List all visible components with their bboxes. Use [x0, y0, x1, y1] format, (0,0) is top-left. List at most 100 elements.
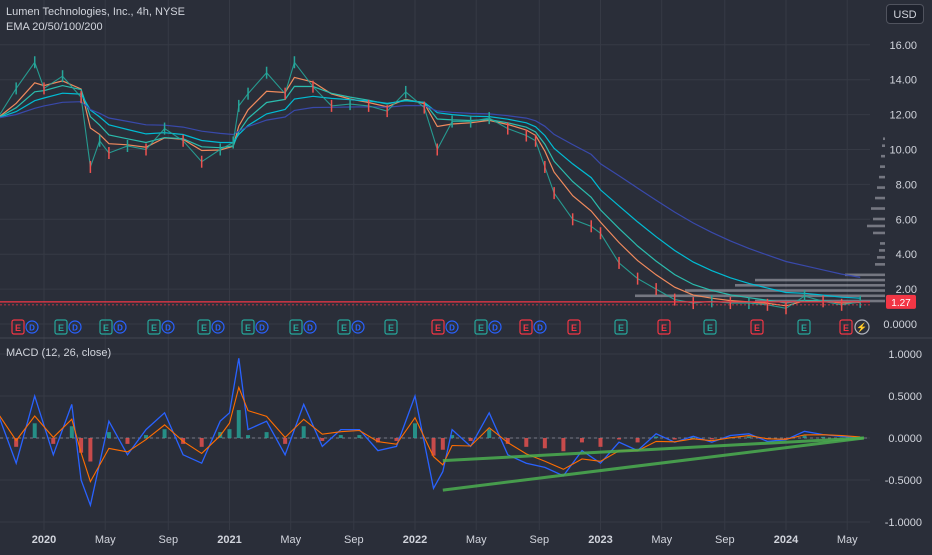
ema-100-line: [0, 92, 861, 299]
earnings-marker-letter: E: [341, 323, 347, 333]
volume-profile-bar: [879, 175, 885, 179]
macd-histogram-bar: [236, 410, 241, 438]
macd-histogram-bar: [301, 426, 306, 438]
earnings-marker-letter: E: [388, 323, 394, 333]
symbol-title[interactable]: Lumen Technologies, Inc., 4h, NYSE: [6, 6, 185, 18]
earnings-marker: [54, 319, 68, 335]
earnings-marker: [797, 319, 811, 335]
dividend-marker-letter: D: [165, 324, 171, 333]
earnings-marker: [657, 319, 671, 335]
volume-profile-bar: [880, 165, 885, 168]
dividend-marker: [211, 320, 225, 334]
dividend-marker-letter: D: [29, 324, 35, 333]
earnings-marker-letter: E: [435, 323, 441, 333]
split-marker-icon: ⚡: [856, 322, 867, 334]
time-axis-label: 2022: [403, 534, 427, 546]
macd-histogram-bar: [450, 435, 455, 438]
macd-histogram-bar: [88, 438, 93, 462]
time-axis-label: May: [466, 534, 487, 546]
macd-histogram-bar: [468, 438, 473, 441]
volume-profile-bar: [877, 256, 885, 259]
macd-histogram-bar: [802, 435, 807, 438]
dividend-marker-letter: D: [215, 324, 221, 333]
earnings-marker: [289, 319, 303, 335]
macd-histogram-bar: [69, 426, 74, 438]
price-axis-label: 14.00: [889, 75, 917, 87]
macd-histogram-bar: [746, 436, 751, 438]
earnings-marker-letter: E: [754, 323, 760, 333]
last-price-badge-text: 1.27: [891, 298, 911, 309]
dividend-marker: [113, 320, 127, 334]
price-axis-label: 8.00: [896, 179, 917, 191]
price-line: [0, 61, 861, 309]
earnings-marker: [703, 319, 717, 335]
price-axis-label: 12.00: [889, 110, 917, 122]
macd-legend[interactable]: MACD (12, 26, close): [6, 347, 112, 359]
time-axis-label: Sep: [715, 534, 735, 546]
macd-axis-label: 1.0000: [888, 349, 922, 361]
earnings-marker: [197, 319, 211, 335]
time-axis-label: May: [837, 534, 858, 546]
macd-histogram-bar: [375, 438, 380, 443]
time-axis-label: May: [651, 534, 672, 546]
price-axis-label: 10.00: [889, 145, 917, 157]
macd-histogram-bar: [821, 436, 826, 438]
earnings-marker: [99, 319, 113, 335]
dividend-marker-letter: D: [72, 324, 78, 333]
time-axis-label: May: [95, 534, 116, 546]
time-axis-label: Sep: [529, 534, 549, 546]
earnings-marker-letter: E: [245, 323, 251, 333]
earnings-marker-letter: E: [15, 323, 21, 333]
macd-axis-label: 0.0000: [888, 433, 922, 445]
price-axis-label: 0.0000: [883, 319, 917, 331]
earnings-marker: [519, 319, 533, 335]
macd-histogram-bar: [487, 429, 492, 438]
volume-profile-bar: [875, 196, 885, 200]
earnings-marker: [839, 319, 853, 335]
volume-profile-bar: [881, 154, 885, 158]
dividend-marker-letter: D: [492, 324, 498, 333]
macd-histogram-bar: [106, 432, 111, 438]
earnings-marker: [11, 319, 25, 335]
earnings-marker-letter: E: [293, 323, 299, 333]
earnings-marker: [431, 319, 445, 335]
currency-button[interactable]: USD: [886, 4, 924, 24]
axes: 1.27 16.00 14.00 12.00 10.00 8.00 6.00 4.00 2.00…: [32, 40, 922, 546]
volume-profile-bar: [873, 217, 885, 221]
macd-histogram-bar: [431, 438, 436, 456]
macd-histogram-bar: [654, 436, 659, 438]
dividend-marker: [488, 320, 502, 334]
macd-histogram-bar: [709, 438, 714, 440]
macd-axis-label: 0.5000: [888, 391, 922, 403]
macd-histogram-bar: [579, 438, 584, 443]
macd-histogram-bar: [227, 429, 232, 438]
macd-histogram-bar: [598, 438, 603, 447]
price-axis-label: 2.00: [896, 284, 917, 296]
macd-histogram-bar: [264, 432, 269, 438]
earnings-marker-letter: E: [618, 323, 624, 333]
earnings-marker-letter: E: [707, 323, 713, 333]
volume-profile-bar: [685, 289, 885, 292]
earnings-marker: [567, 319, 581, 335]
earnings-marker: [750, 319, 764, 335]
volume-profile-bar: [755, 278, 885, 282]
volume-profile-bar: [635, 294, 885, 298]
dividend-marker: [303, 320, 317, 334]
dividend-marker: [68, 320, 82, 334]
time-axis-label: 2020: [32, 534, 56, 546]
price-axis-label: 4.00: [896, 249, 917, 261]
time-axis-label: 2023: [588, 534, 612, 546]
macd-histogram-bar: [413, 423, 417, 438]
macd-histogram-bar: [246, 435, 251, 438]
macd-histogram-bar: [338, 435, 343, 438]
earnings-marker-letter: E: [151, 323, 157, 333]
dividend-marker-letter: D: [307, 324, 313, 333]
volume-profile-bar: [877, 186, 885, 189]
macd-axis-label: -0.5000: [885, 475, 922, 487]
earnings-marker-letter: E: [201, 323, 207, 333]
ema-50-line: [0, 84, 861, 304]
indicator-legend[interactable]: EMA 20/50/100/200: [6, 21, 103, 33]
dividend-marker: [445, 320, 459, 334]
